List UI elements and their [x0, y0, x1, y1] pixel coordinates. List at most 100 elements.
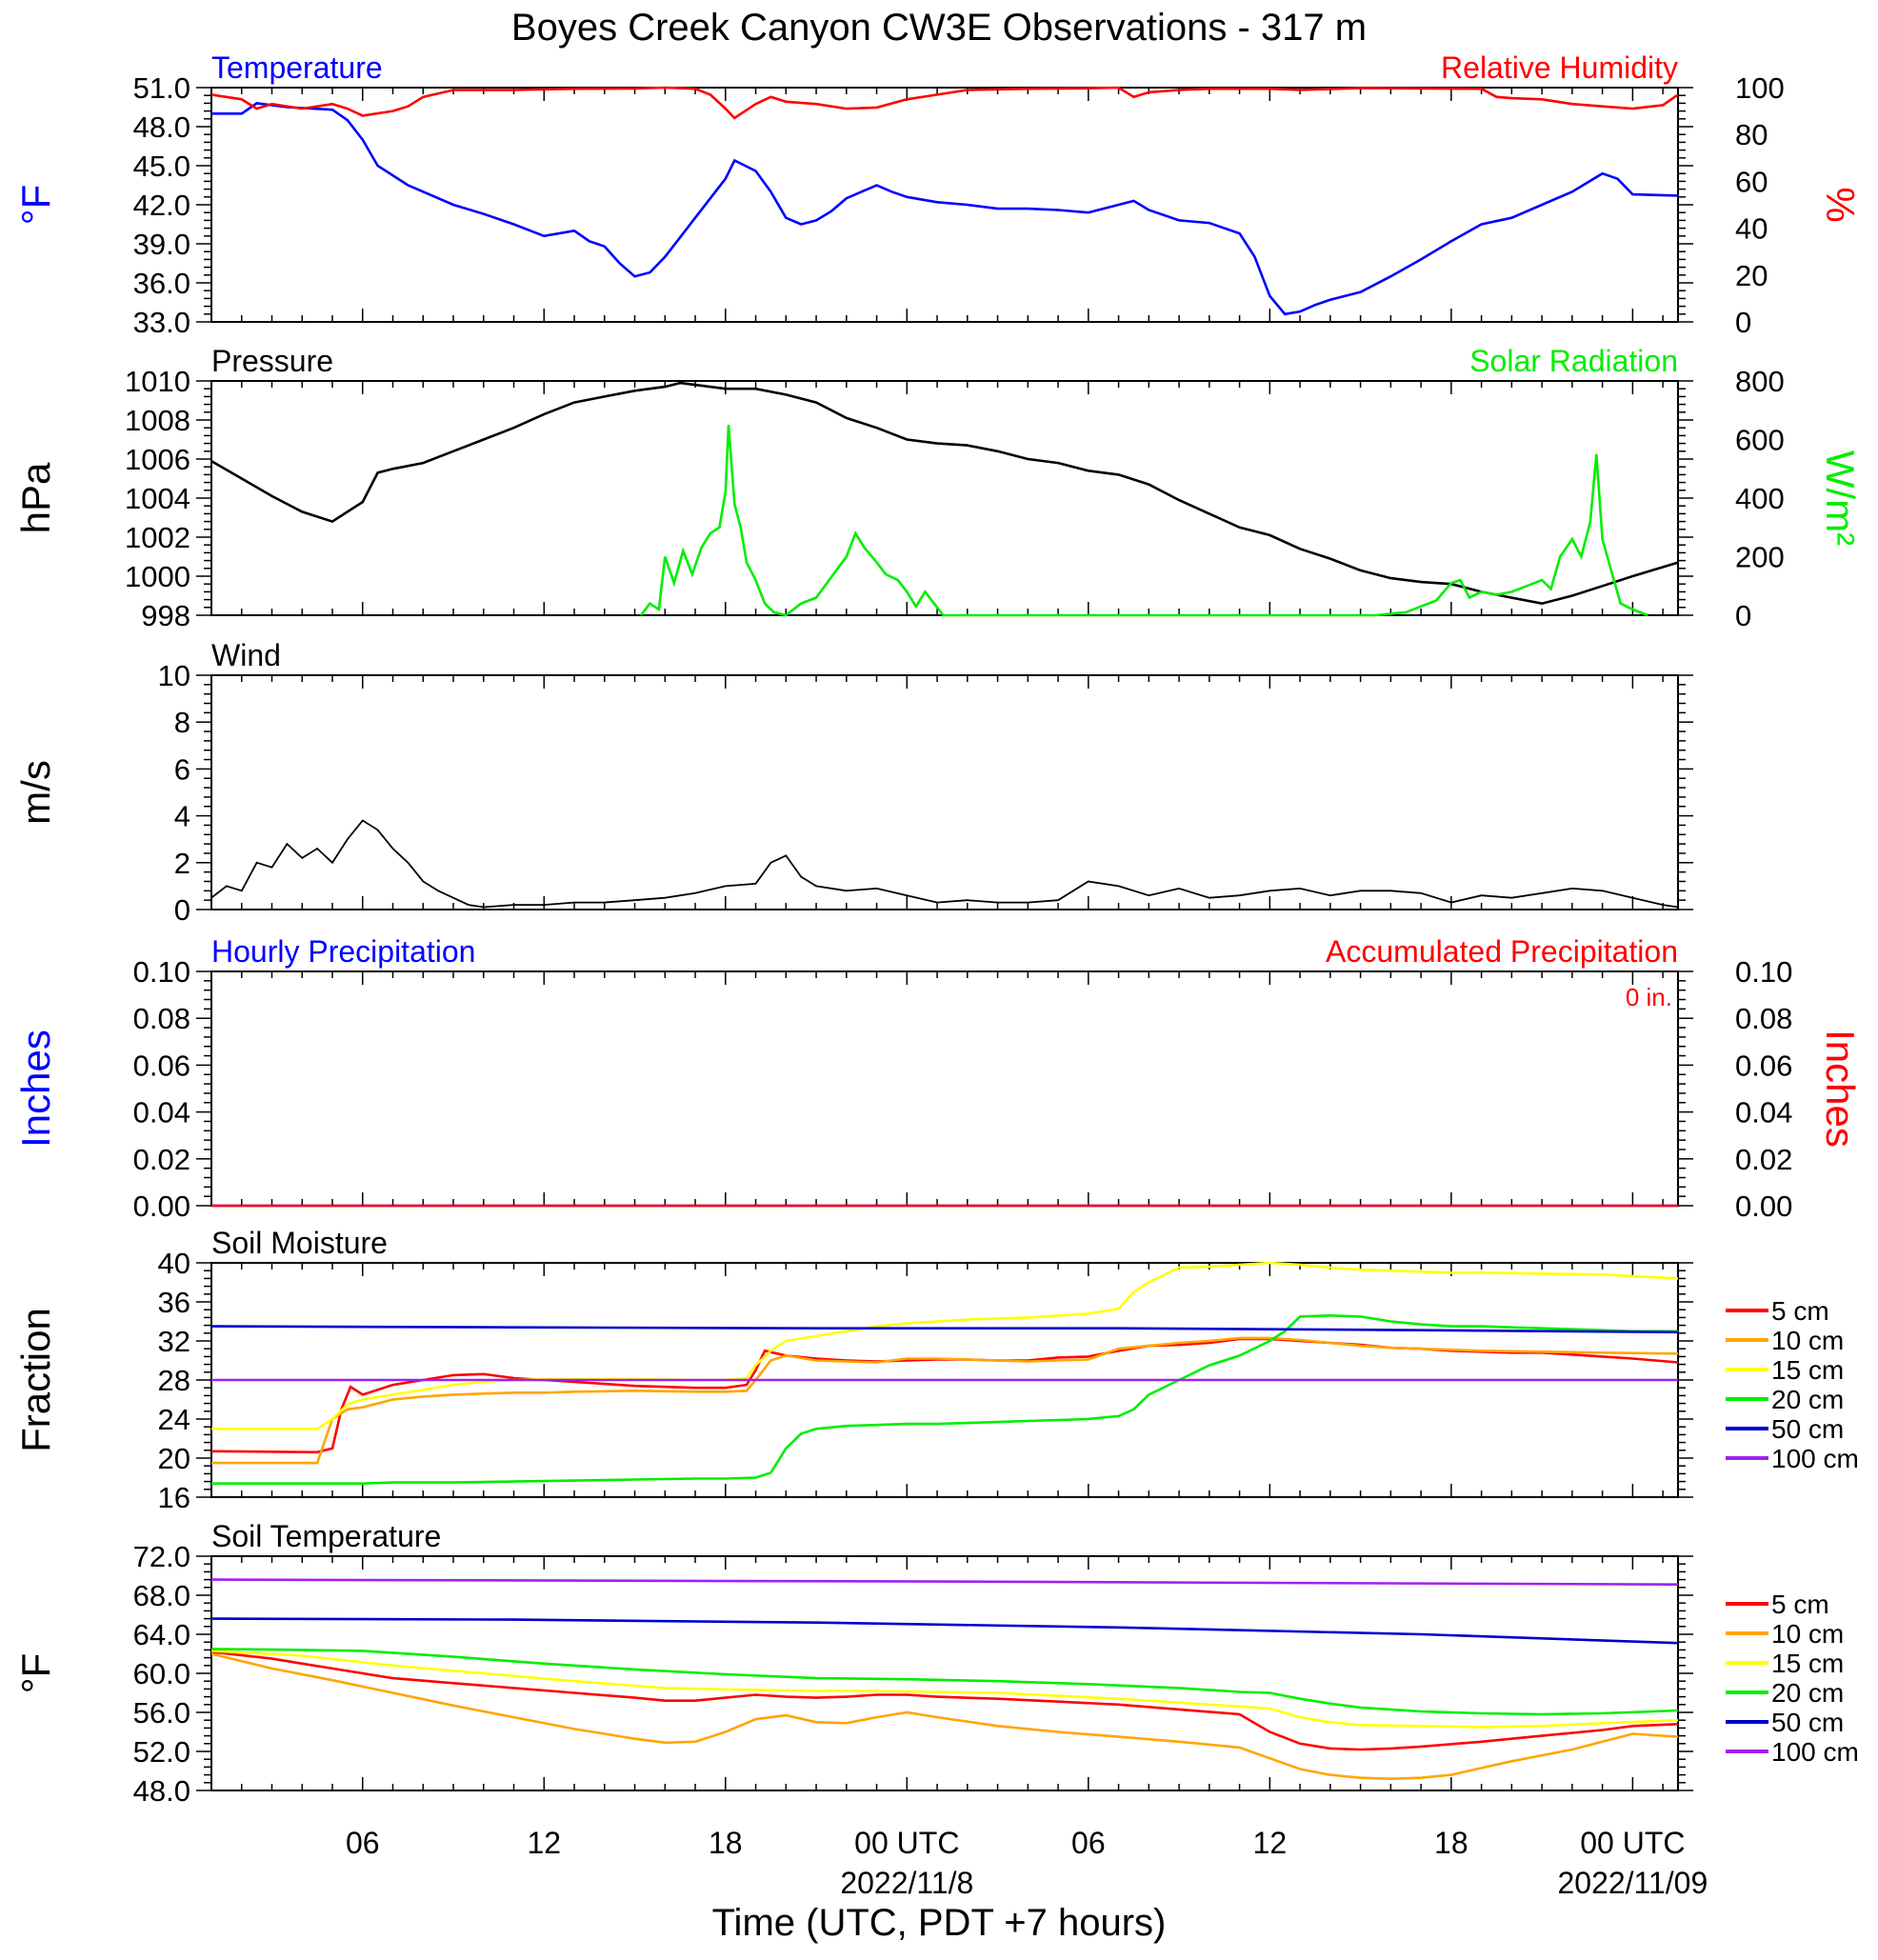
y-left-tick-label: 45.0: [133, 150, 190, 183]
panel-left-title: Hourly Precipitation: [211, 934, 475, 969]
y-left-tick-label: 10: [158, 659, 190, 692]
series-soil_moisture-20cm: [211, 1313, 1678, 1485]
x-tick-label: 06: [346, 1826, 380, 1860]
y-right-tick-label: 0.08: [1735, 1002, 1792, 1035]
x-tick-label: 12: [1253, 1826, 1288, 1860]
y-left-tick-label: 40: [158, 1247, 190, 1280]
y-left-tick-label: 36: [158, 1286, 190, 1319]
y-left-tick-label: 1010: [125, 365, 190, 398]
panel-left-title: Soil Temperature: [211, 1519, 441, 1553]
x-tick-label: 06: [1071, 1826, 1106, 1860]
y-left-tick-label: 56.0: [133, 1696, 190, 1730]
y-right-tick-label: 200: [1735, 541, 1785, 574]
y-right-tick-label: 0.02: [1735, 1143, 1792, 1176]
y-left-tick-label: 1002: [125, 521, 190, 554]
panel-wind: 10 8 6 4 2 0 Wind m/s: [13, 638, 1693, 927]
y-left-tick-label: 48.0: [133, 1774, 190, 1808]
series-temperature_rh-0: [211, 102, 1678, 316]
panel-temperature_rh: 51.0 48.0 45.0 42.0 39.0 36.0 33.0 100 80 60 40 20 0…: [13, 50, 1863, 339]
y-left-tick-label: 51.0: [133, 71, 190, 105]
series-pressure_solar-1: [639, 425, 1648, 617]
y-left-tick-label: 998: [141, 599, 190, 632]
y-left-tick-label: 48.0: [133, 110, 190, 144]
panel-frame: [210, 970, 1679, 1207]
x-tick-label: 12: [527, 1826, 561, 1860]
y-right-axis-label: W/m²: [1818, 450, 1863, 546]
y-right-tick-label: 0.00: [1735, 1190, 1792, 1223]
series-soil_moisture-15cm: [211, 1261, 1678, 1430]
legend-label: 50 cm: [1771, 1414, 1844, 1444]
panel-right-title: Relative Humidity: [1441, 50, 1678, 85]
panel-frame: [210, 674, 1679, 910]
y-right-tick-label: 400: [1735, 482, 1785, 515]
y-left-tick-label: 0.00: [133, 1190, 190, 1223]
panel-soil_temperature: 72.0 68.0 64.0 60.0 56.0 52.0 48.0 Soil Tempera…: [13, 1519, 1859, 1808]
legend-label: 20 cm: [1771, 1385, 1844, 1414]
panel-precipitation: 0.10 0.08 0.06 0.04 0.02 0.00 0.10 0.08 0.06 0.04…: [13, 934, 1863, 1223]
panel-pressure_solar: 1010 1008 1006 1004 1002 1000 998 800 600 400 200 0…: [13, 344, 1863, 632]
legend-label: 100 cm: [1771, 1737, 1859, 1767]
panels: 51.048.045.042.039.036.033.0100806040200…: [13, 50, 1863, 1808]
panel-left-title: Pressure: [211, 344, 333, 378]
y-left-tick-label: 1008: [125, 404, 190, 437]
y-left-axis-label: °F: [13, 185, 58, 225]
panel-left-title: Wind: [211, 638, 281, 672]
legend-label: 100 cm: [1771, 1444, 1859, 1473]
y-left-tick-label: 1000: [125, 560, 190, 593]
panel-right-title: Accumulated Precipitation: [1326, 934, 1678, 969]
panel-right-title: Solar Radiation: [1469, 344, 1678, 378]
panel-frame: [210, 1555, 1679, 1791]
y-left-tick-label: 1006: [125, 443, 190, 476]
y-right-tick-label: 600: [1735, 424, 1785, 457]
y-left-axis-label: Fraction: [13, 1308, 58, 1452]
series-soil_temperature-20cm: [211, 1648, 1678, 1716]
y-right-tick-label: 80: [1735, 118, 1768, 151]
legend-label: 10 cm: [1771, 1326, 1844, 1355]
legend-label: 15 cm: [1771, 1649, 1844, 1678]
x-tick-label: 00 UTC: [1580, 1826, 1685, 1860]
y-left-tick-label: 0.02: [133, 1143, 190, 1176]
y-left-tick-label: 64.0: [133, 1618, 190, 1651]
y-left-tick-label: 6: [174, 752, 190, 786]
panel-left-title: Temperature: [211, 50, 383, 85]
y-left-tick-label: 0: [174, 893, 190, 927]
x-axis-label: Time (UTC, PDT +7 hours): [712, 1902, 1167, 1944]
y-right-axis-label: Inches: [1818, 1030, 1863, 1148]
y-left-tick-label: 0.10: [133, 955, 190, 989]
y-left-tick-label: 42.0: [133, 189, 190, 222]
y-left-axis-label: Inches: [13, 1030, 58, 1148]
precip-total-annotation: 0 in.: [1626, 983, 1672, 1011]
y-left-tick-label: 36.0: [133, 267, 190, 300]
y-left-axis-label: hPa: [13, 462, 58, 533]
series-pressure_solar-0: [211, 381, 1678, 606]
x-tick-label: 18: [709, 1826, 743, 1860]
x-axis: 06 12 18 00 UTC 2022/11/8 06 12 18 00 UTC 2022/11…: [346, 1826, 1708, 1900]
legend-label: 15 cm: [1771, 1355, 1844, 1385]
y-left-tick-label: 16: [158, 1481, 190, 1514]
x-tick-label: 00 UTC: [854, 1826, 959, 1860]
y-right-tick-label: 40: [1735, 212, 1768, 246]
y-left-tick-label: 24: [158, 1403, 190, 1436]
y-right-tick-label: 100: [1735, 71, 1785, 105]
x-tick-label: 18: [1434, 1826, 1468, 1860]
legend-label: 5 cm: [1771, 1296, 1829, 1326]
figure-title: Boyes Creek Canyon CW3E Observations - 3…: [511, 7, 1367, 49]
y-right-tick-label: 800: [1735, 365, 1785, 398]
y-right-tick-label: 0: [1735, 599, 1751, 632]
series-soil_temperature-100cm: [211, 1578, 1678, 1586]
y-left-tick-label: 39.0: [133, 228, 190, 261]
y-left-tick-label: 8: [174, 706, 190, 739]
y-left-tick-label: 0.06: [133, 1049, 190, 1082]
x-tick-date-label: 2022/11/8: [840, 1866, 973, 1900]
y-left-tick-label: 32: [158, 1325, 190, 1358]
y-left-tick-label: 52.0: [133, 1735, 190, 1769]
y-left-axis-label: m/s: [13, 760, 58, 825]
y-left-axis-label: °F: [13, 1653, 58, 1693]
legend-label: 10 cm: [1771, 1619, 1844, 1649]
series-soil_temperature-15cm: [211, 1650, 1678, 1729]
series-soil_temperature-5cm: [211, 1650, 1678, 1751]
y-left-tick-label: 0.08: [133, 1002, 190, 1035]
legend-label: 50 cm: [1771, 1708, 1844, 1737]
